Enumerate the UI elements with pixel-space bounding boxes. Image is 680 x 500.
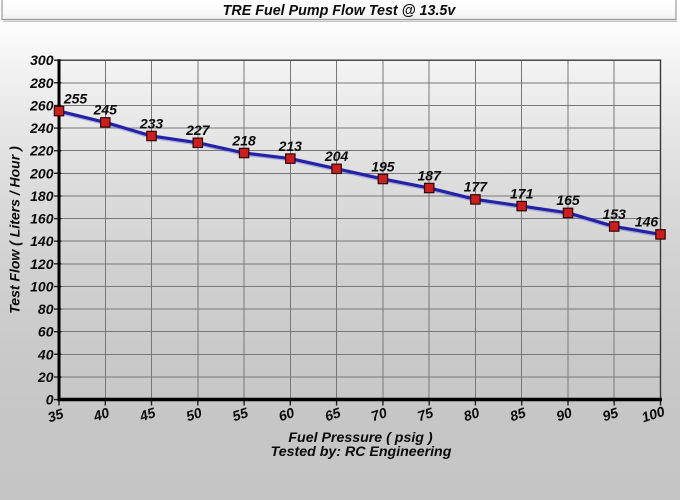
svg-text:204: 204 [324, 148, 349, 164]
svg-text:60: 60 [276, 404, 296, 424]
svg-text:187: 187 [418, 167, 443, 183]
svg-text:218: 218 [231, 132, 256, 148]
svg-text:255: 255 [63, 90, 88, 106]
svg-text:Test Flow ( Liters / Hour ): Test Flow ( Liters / Hour ) [6, 146, 22, 314]
svg-text:146: 146 [635, 214, 659, 230]
svg-text:165: 165 [556, 192, 580, 208]
svg-text:300: 300 [30, 52, 54, 68]
svg-text:85: 85 [508, 404, 528, 424]
svg-text:70: 70 [369, 404, 389, 424]
svg-text:TRE Fuel Pump Flow Test @ 13.5: TRE Fuel Pump Flow Test @ 13.5v [223, 3, 457, 19]
svg-text:100: 100 [639, 403, 666, 426]
svg-text:40: 40 [37, 346, 54, 362]
svg-text:Fuel Pressure ( psig ): Fuel Pressure ( psig ) [288, 430, 433, 446]
svg-text:95: 95 [600, 404, 620, 424]
svg-text:171: 171 [510, 185, 534, 201]
svg-text:140: 140 [30, 233, 54, 249]
svg-text:Tested by: RC Engineering: Tested by: RC Engineering [271, 444, 452, 460]
svg-text:227: 227 [185, 122, 211, 138]
svg-text:50: 50 [184, 404, 204, 424]
svg-text:20: 20 [37, 369, 54, 385]
svg-text:45: 45 [137, 404, 158, 424]
svg-text:233: 233 [139, 115, 164, 131]
svg-text:65: 65 [323, 404, 343, 424]
svg-text:153: 153 [603, 206, 627, 222]
svg-text:220: 220 [29, 143, 54, 159]
svg-text:245: 245 [93, 102, 118, 118]
svg-text:240: 240 [29, 120, 54, 136]
svg-text:35: 35 [46, 405, 66, 425]
svg-text:75: 75 [415, 404, 435, 424]
svg-text:260: 260 [29, 98, 54, 114]
svg-text:213: 213 [278, 138, 303, 154]
svg-text:100: 100 [30, 279, 54, 295]
svg-text:80: 80 [462, 404, 482, 424]
svg-text:80: 80 [38, 301, 54, 317]
svg-text:200: 200 [29, 165, 54, 181]
svg-text:180: 180 [30, 188, 54, 204]
svg-text:40: 40 [90, 404, 111, 424]
svg-text:160: 160 [30, 211, 54, 227]
svg-text:0: 0 [46, 392, 54, 408]
svg-text:55: 55 [230, 404, 250, 424]
svg-text:280: 280 [29, 75, 54, 91]
svg-text:90: 90 [554, 404, 574, 424]
svg-text:60: 60 [38, 324, 54, 340]
svg-text:195: 195 [371, 158, 395, 174]
svg-text:177: 177 [464, 179, 489, 195]
svg-text:120: 120 [30, 256, 54, 272]
